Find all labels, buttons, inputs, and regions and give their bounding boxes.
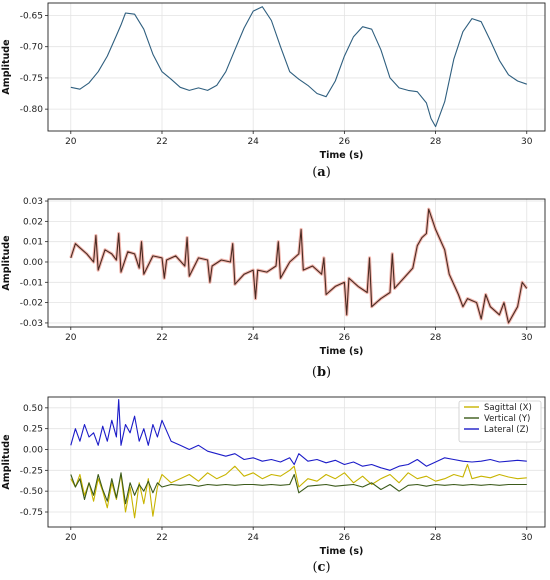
y-axis-label: Amplitude	[1, 434, 12, 489]
y-tick-label: -0.50	[20, 487, 44, 497]
x-tick-label: 24	[247, 533, 259, 543]
series-line-1	[70, 472, 527, 505]
axes-frame	[47, 2, 546, 132]
y-tick-label: -0.75	[20, 508, 43, 518]
x-tick-label: 30	[521, 533, 533, 543]
x-tick-label: 26	[339, 333, 351, 343]
panel-caption: (c)	[312, 560, 330, 575]
x-tick-label: 26	[339, 533, 351, 543]
chart-panel-c: 20 22 24 26 28 30 -0.75 -0.50 -0.25 0.00 0.25 0.50 T…	[1, 396, 546, 575]
y-tick-label: 0.03	[23, 197, 43, 207]
y-axis-label: Amplitude	[1, 235, 12, 290]
y-tick-label: 0.50	[23, 404, 43, 414]
legend-entry: Sagittal (X)	[484, 403, 532, 413]
x-tick-label: 22	[156, 137, 167, 147]
x-tick-label: 30	[521, 333, 533, 343]
y-axis-label: Amplitude	[1, 39, 12, 94]
x-tick-label: 20	[65, 533, 77, 543]
panel-caption: (a)	[312, 165, 331, 180]
x-tick-label: 26	[339, 137, 351, 147]
x-axis-label: Time (s)	[320, 150, 364, 161]
chart-panel-a: 20 22 24 26 28 30 -0.80 -0.75 -0.70 -0.65 Time (s)…	[1, 2, 546, 180]
panel-caption-letter: b	[317, 365, 326, 380]
panel-caption-letter: c	[318, 560, 326, 575]
x-tick-label: 20	[65, 137, 77, 147]
x-tick-label: 28	[430, 533, 442, 543]
y-tick-label: -0.80	[20, 105, 44, 115]
x-tick-label: 30	[521, 137, 533, 147]
x-tick-label: 28	[430, 137, 442, 147]
series-line-0	[70, 208, 528, 324]
y-tick-label: -0.75	[20, 74, 43, 84]
axes-frame	[47, 396, 546, 528]
x-axis-label: Time (s)	[320, 346, 364, 357]
y-tick-label: 0.02	[23, 217, 43, 227]
series-line-0	[70, 6, 527, 128]
legend-entry: Lateral (Z)	[484, 425, 529, 435]
x-axis-label: Time (s)	[320, 546, 364, 557]
panel-caption: (b)	[312, 365, 331, 380]
y-tick-label: 0.25	[23, 425, 43, 435]
x-tick-label: 22	[156, 533, 167, 543]
chart-panel-b: 20 22 24 26 28 30 -0.03 -0.02 -0.01 0.00 0.01 0.02 0…	[1, 197, 546, 380]
axes-frame	[47, 198, 546, 328]
series-line-2	[70, 398, 527, 471]
legend-entry: Vertical (Y)	[484, 414, 530, 424]
legend-box	[458, 400, 542, 443]
x-tick-label: 24	[247, 333, 259, 343]
y-tick-label: -0.65	[20, 11, 43, 21]
panel-caption-letter: a	[317, 165, 326, 180]
x-tick-label: 20	[65, 333, 77, 343]
x-tick-label: 24	[247, 137, 259, 147]
y-tick-label: 0.01	[23, 238, 43, 248]
y-tick-label: -0.02	[20, 299, 43, 309]
y-tick-label: -0.25	[20, 466, 43, 476]
y-tick-label: -0.01	[20, 278, 43, 288]
x-tick-label: 22	[156, 333, 167, 343]
x-tick-label: 28	[430, 333, 442, 343]
y-tick-label: -0.03	[20, 319, 43, 329]
legend: Sagittal (X)Vertical (Y)Lateral (Z)	[458, 400, 542, 443]
y-tick-label: 0.00	[23, 258, 43, 268]
y-tick-label: -0.70	[20, 43, 44, 53]
y-tick-label: 0.00	[23, 446, 43, 456]
